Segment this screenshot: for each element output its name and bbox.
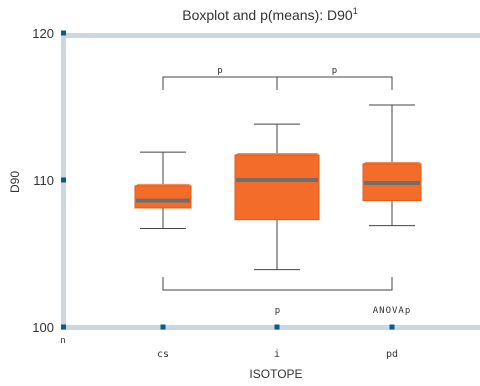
y-tick-marker xyxy=(61,30,66,36)
x-tick-marker xyxy=(389,324,395,330)
top-axis xyxy=(61,33,480,38)
y-tick-label: 100 xyxy=(32,320,54,335)
bracket-label: p xyxy=(217,66,222,76)
x-tick-label: i xyxy=(274,349,280,360)
bracket-bottom xyxy=(162,277,393,291)
boxes xyxy=(134,104,422,271)
chart-title-superscript: 1 xyxy=(353,6,358,16)
median-line xyxy=(364,180,420,185)
median-line xyxy=(136,198,190,203)
bracket-top xyxy=(276,76,393,90)
box-cs xyxy=(134,151,192,230)
x-tick-label: pd xyxy=(386,349,398,360)
x-axis-label: ISOTOPE xyxy=(249,367,302,381)
x-tick-label: cs xyxy=(157,349,169,360)
y-ticks: 100 110 120 xyxy=(32,26,66,335)
chart-title: Boxplot and p(means): D901 xyxy=(182,6,357,23)
anova-label: ANOVAp xyxy=(373,306,412,316)
bottom-axis xyxy=(61,325,480,330)
x-tick-marker xyxy=(274,324,280,330)
x-tick-marker xyxy=(160,324,166,330)
chart-title-text: Boxplot and p(means): D90 xyxy=(182,7,353,23)
y-tick-label: 120 xyxy=(32,26,54,41)
x-tick-marker xyxy=(61,324,66,330)
median-line xyxy=(236,178,318,182)
box-body xyxy=(234,154,320,221)
y-tick-marker xyxy=(61,177,66,183)
box-pd xyxy=(362,104,422,227)
bracket-top xyxy=(162,76,278,90)
box-body xyxy=(134,185,192,209)
y-axis-label: D90 xyxy=(8,171,22,193)
bracket-label: p xyxy=(332,66,337,76)
brackets: p p p xyxy=(162,66,393,316)
x-axis-corner-label: n xyxy=(60,336,65,346)
box-i xyxy=(234,123,320,271)
x-markers: cs i pd xyxy=(61,324,398,360)
bracket-label: p xyxy=(275,306,280,316)
y-tick-label: 110 xyxy=(33,173,54,188)
